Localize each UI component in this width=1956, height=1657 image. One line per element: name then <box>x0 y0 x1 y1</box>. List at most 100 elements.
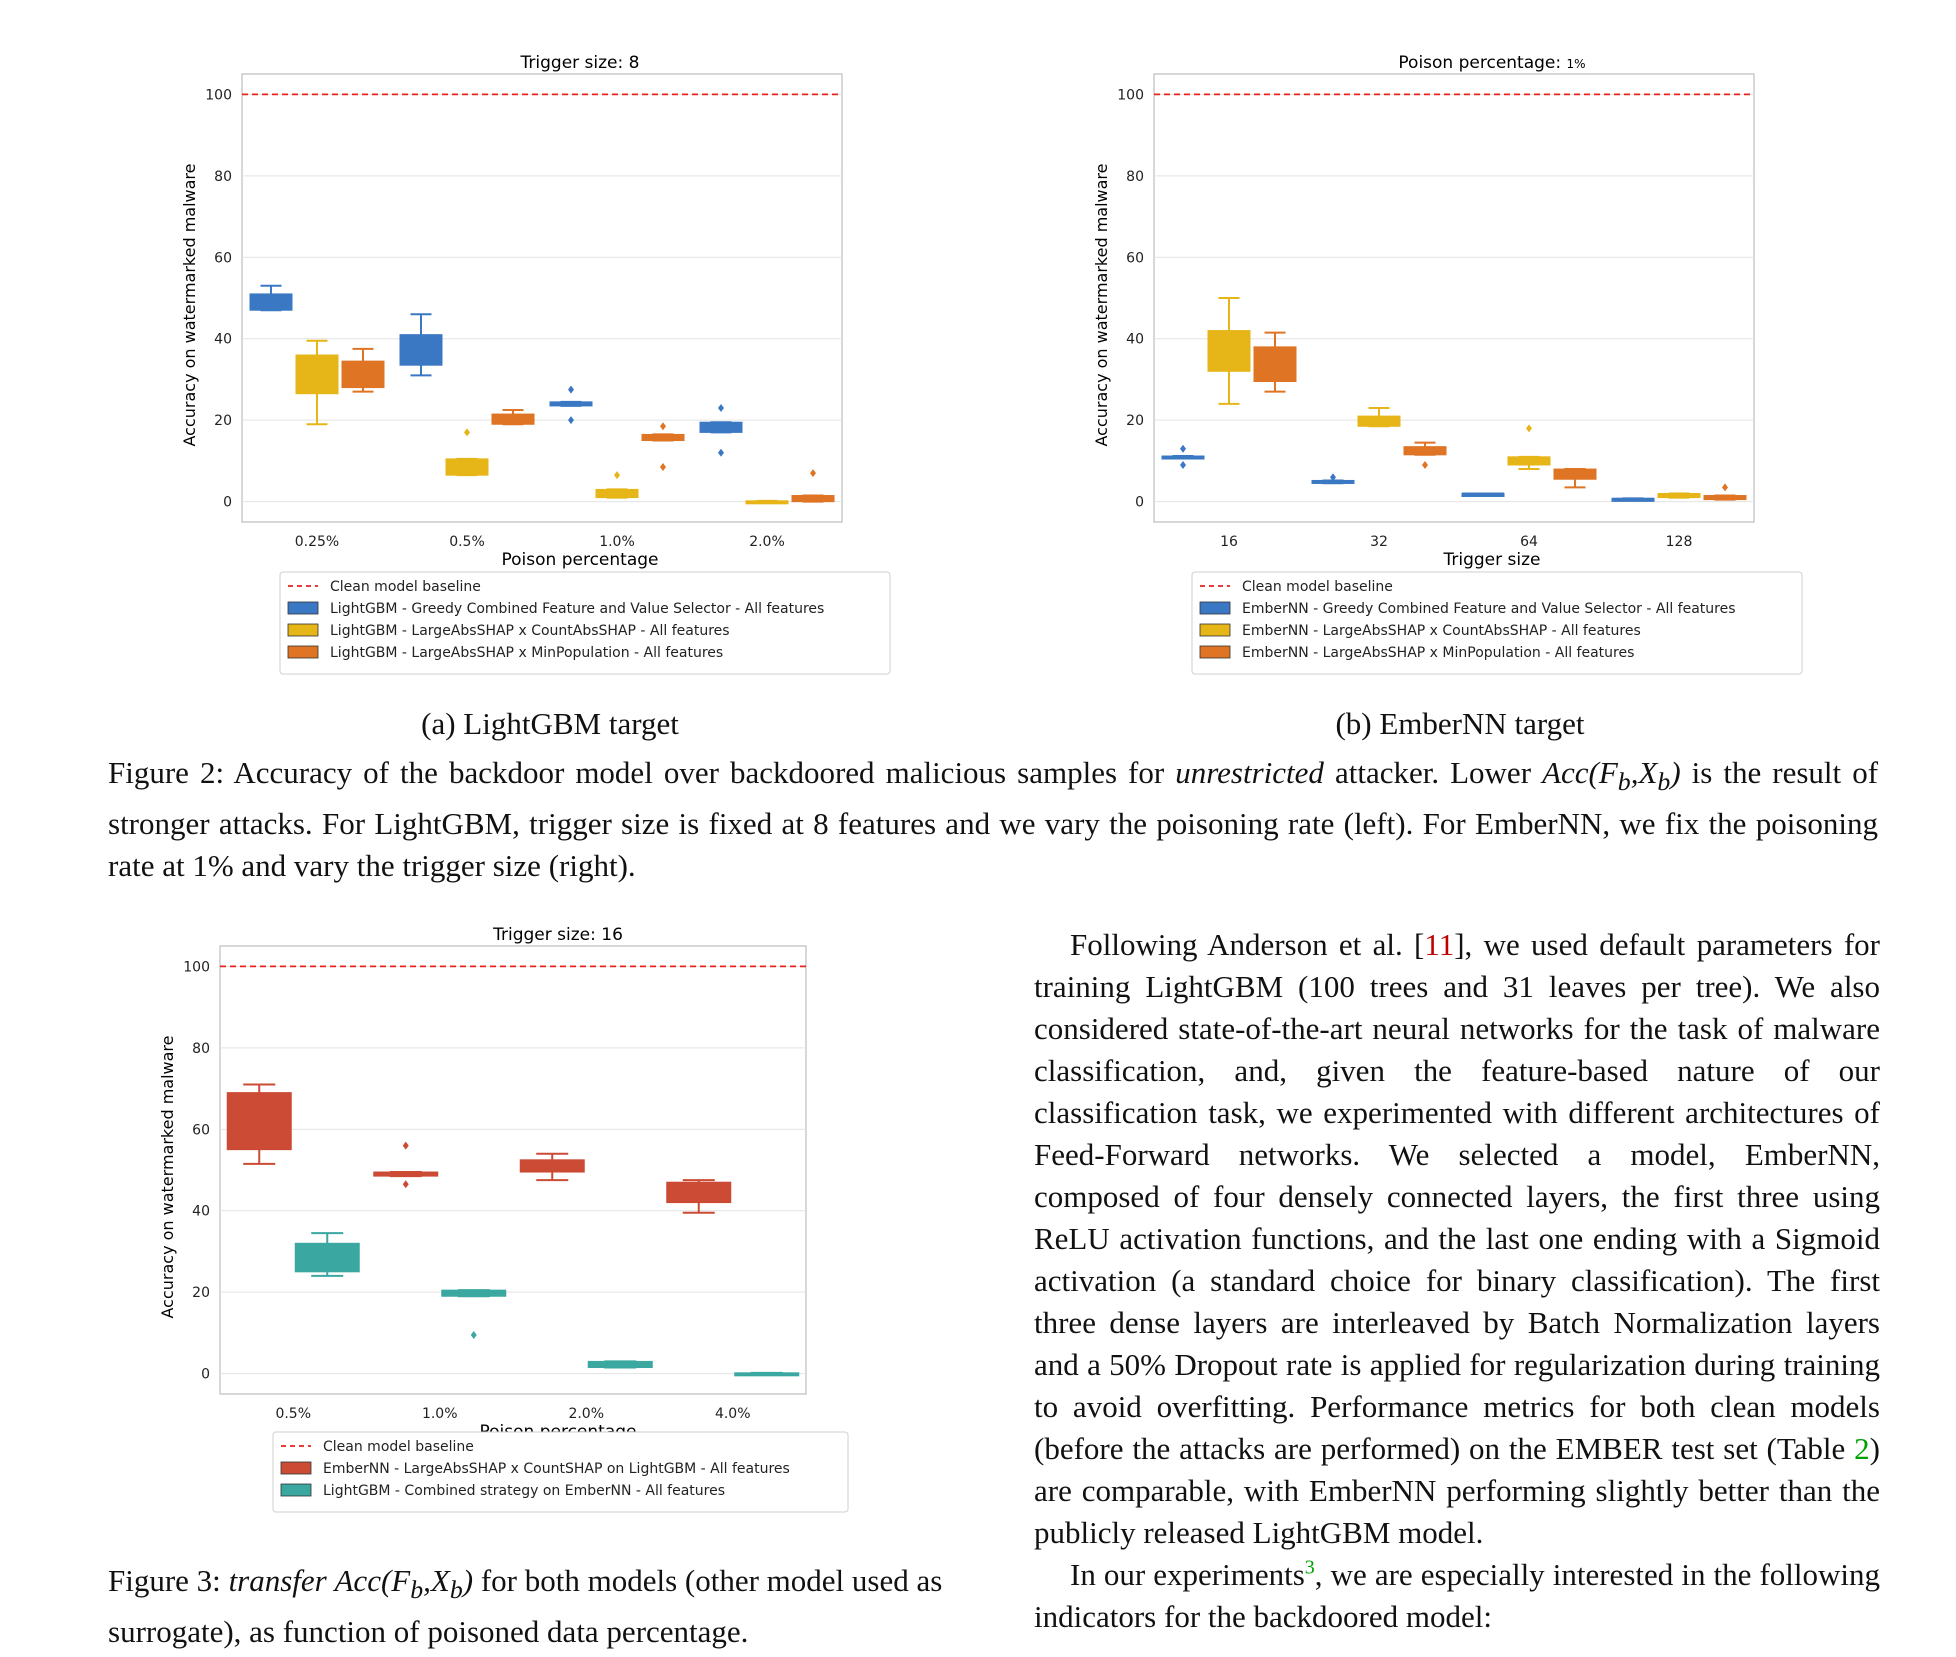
legend: Clean model baseline EmberNN - LargeAbsSH… <box>272 1431 849 1513</box>
box-plot <box>1611 497 1655 502</box>
outlier-point <box>568 385 574 394</box>
box-plot <box>745 499 789 505</box>
box <box>641 433 685 442</box>
table-link[interactable]: 2 <box>1854 1431 1870 1466</box>
box <box>666 1181 732 1204</box>
box-plot <box>734 1371 800 1377</box>
chart-a: 0 20 40 60 80 100 0.25% 0.5% 1.0% 2.0% Trigger si… <box>180 53 891 675</box>
y-tick-label: 80 <box>192 1041 210 1057</box>
box <box>587 1360 653 1369</box>
box-plot <box>666 1179 732 1214</box>
outlier-point <box>718 403 724 412</box>
box-plot <box>1553 468 1597 489</box>
legend-swatch <box>280 1483 312 1497</box>
box <box>441 1289 507 1297</box>
legend-label: EmberNN - LargeAbsSHAP x MinPopulation -… <box>1242 645 1634 661</box>
box-plot <box>1703 483 1747 501</box>
y-tick-label: 100 <box>1117 87 1144 103</box>
figure-3-caption: Figure 3: transfer Acc(Fb,Xb) for both m… <box>108 1563 943 1650</box>
x-tick-label: 0.5% <box>449 534 485 550</box>
outlier-point <box>614 471 620 480</box>
y-axis-label: Accuracy on watermarked malware <box>1092 164 1111 447</box>
box-plot <box>1657 492 1701 499</box>
box <box>445 458 489 476</box>
outlier-point <box>402 1141 409 1150</box>
y-tick-label: 60 <box>1126 250 1144 266</box>
figure-2-caption: Figure 2: Accuracy of the backdoor model… <box>108 755 1879 884</box>
box <box>791 495 835 503</box>
box-plot <box>1357 406 1401 428</box>
box-plot <box>587 1360 653 1369</box>
box-plot <box>1461 492 1505 497</box>
outlier-point <box>1180 460 1186 469</box>
paragraph: In our experiments3, we are especially i… <box>1034 1556 1880 1634</box>
box <box>249 293 293 311</box>
x-axis-label: Poison percentage <box>502 550 659 570</box>
paragraph: Following Anderson et al. [11], we used … <box>1034 927 1881 1550</box>
legend-frame <box>1191 571 1803 675</box>
box-plot <box>1403 441 1447 469</box>
y-tick-label: 0 <box>1135 495 1144 511</box>
y-tick-label: 0 <box>201 1367 210 1383</box>
chart-c: 0 20 40 60 80 100 0.5% 1.0% 2.0% 4.0% Trigger siz… <box>158 925 849 1513</box>
outlier-point <box>464 428 470 437</box>
box-plot <box>595 471 639 499</box>
legend-label: LightGBM - LargeAbsSHAP x CountAbsSHAP -… <box>330 623 730 639</box>
outlier-point <box>810 469 816 478</box>
box-plot <box>491 409 535 426</box>
legend-swatch <box>287 623 319 637</box>
legend-swatch <box>1199 623 1231 637</box>
legend: Clean model baseline LightGBM - Greedy Co… <box>279 571 891 675</box>
box-plot <box>249 284 293 312</box>
x-tick-label: 1.0% <box>599 534 635 550</box>
box-plot <box>1507 424 1551 471</box>
box-plot <box>791 469 835 503</box>
box <box>295 354 339 395</box>
y-axis-label: Accuracy on watermarked malware <box>158 1036 177 1319</box>
legend-label: Clean model baseline <box>1242 579 1393 595</box>
outlier-point <box>1422 460 1428 469</box>
box-plot <box>399 313 443 377</box>
legend-swatch <box>1199 645 1231 659</box>
box-plot <box>519 1152 585 1182</box>
chart-title: Trigger size: 8 <box>520 53 640 73</box>
legend-swatch <box>1199 601 1231 615</box>
box-plot <box>226 1083 292 1165</box>
x-tick-label: 2.0% <box>568 1406 604 1422</box>
legend: Clean model baseline EmberNN - Greedy Com… <box>1191 571 1803 675</box>
outlier-point <box>1330 473 1336 482</box>
plot-area <box>219 945 807 1395</box>
x-tick-label: 16 <box>1220 534 1238 550</box>
y-tick-label: 40 <box>1126 332 1144 348</box>
outlier-point <box>402 1180 409 1189</box>
box-plot <box>1311 473 1355 485</box>
box <box>1357 415 1401 427</box>
box-plot <box>294 1232 360 1277</box>
box <box>699 421 743 433</box>
footnote-link[interactable]: 3 <box>1304 1556 1315 1579</box>
y-tick-label: 20 <box>192 1285 210 1301</box>
plot-area <box>1153 73 1755 523</box>
box-plot <box>445 428 489 477</box>
box-plot <box>1253 331 1297 393</box>
body-text: Following Anderson et al. [11], we used … <box>1034 924 1880 1638</box>
box <box>341 360 385 389</box>
subcaption-b: (b) EmberNN target <box>1335 706 1585 741</box>
legend-frame <box>272 1431 849 1513</box>
box <box>294 1242 360 1273</box>
box <box>399 334 443 366</box>
legend-swatch <box>280 1461 312 1475</box>
legend-label: Clean model baseline <box>323 1439 474 1455</box>
box-plot <box>699 403 743 457</box>
plot-area <box>241 73 843 523</box>
legend-label: EmberNN - LargeAbsSHAP x CountSHAP on Li… <box>323 1461 790 1477</box>
box-plot <box>549 385 593 425</box>
x-tick-label: 2.0% <box>749 534 785 550</box>
box-plot <box>1207 297 1251 405</box>
legend-label: Clean model baseline <box>330 579 481 595</box>
legend-label: EmberNN - Greedy Combined Feature and Va… <box>1242 601 1736 617</box>
citation-link[interactable]: 11 <box>1424 927 1455 962</box>
y-tick-label: 20 <box>214 413 232 429</box>
box-plot <box>641 422 685 472</box>
legend-frame <box>279 571 891 675</box>
